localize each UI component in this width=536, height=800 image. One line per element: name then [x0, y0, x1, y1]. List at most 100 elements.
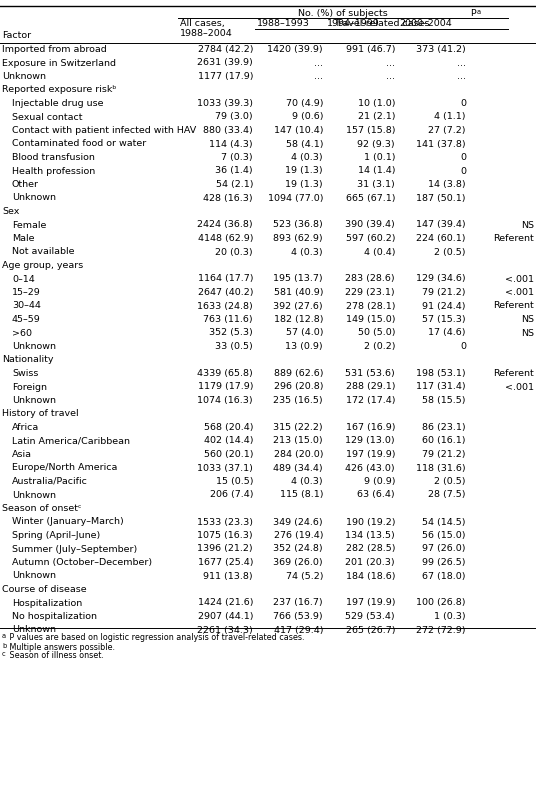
Text: 54 (14.5): 54 (14.5) [422, 518, 466, 526]
Text: 70 (4.9): 70 (4.9) [286, 99, 323, 108]
Text: 4 (1.1): 4 (1.1) [435, 113, 466, 122]
Text: <.001: <.001 [505, 288, 534, 297]
Text: 4 (0.3): 4 (0.3) [292, 247, 323, 257]
Text: Age group, years: Age group, years [2, 261, 83, 270]
Text: ...: ... [457, 72, 466, 81]
Text: 1424 (21.6): 1424 (21.6) [197, 598, 253, 607]
Text: 880 (33.4): 880 (33.4) [203, 126, 253, 135]
Text: a: a [477, 9, 481, 15]
Text: 7 (0.3): 7 (0.3) [221, 153, 253, 162]
Text: 198 (53.1): 198 (53.1) [416, 369, 466, 378]
Text: 14 (3.8): 14 (3.8) [428, 180, 466, 189]
Text: 58 (15.5): 58 (15.5) [422, 396, 466, 405]
Text: 57 (4.0): 57 (4.0) [286, 329, 323, 338]
Text: Male: Male [12, 234, 34, 243]
Text: 0–14: 0–14 [12, 274, 35, 283]
Text: 0: 0 [460, 99, 466, 108]
Text: 4 (0.3): 4 (0.3) [292, 153, 323, 162]
Text: Unknown: Unknown [12, 571, 56, 581]
Text: 149 (15.0): 149 (15.0) [346, 315, 395, 324]
Text: 766 (53.9): 766 (53.9) [273, 612, 323, 621]
Text: 115 (8.1): 115 (8.1) [279, 490, 323, 499]
Text: Contaminated food or water: Contaminated food or water [12, 139, 146, 149]
Text: 1033 (37.1): 1033 (37.1) [197, 463, 253, 473]
Text: Unknown: Unknown [12, 396, 56, 405]
Text: Referent: Referent [493, 234, 534, 243]
Text: Autumn (October–December): Autumn (October–December) [12, 558, 152, 567]
Text: <.001: <.001 [505, 382, 534, 391]
Text: Sex: Sex [2, 207, 19, 216]
Text: No hospitalization: No hospitalization [12, 612, 97, 621]
Text: 523 (36.8): 523 (36.8) [273, 221, 323, 230]
Text: 4 (0.4): 4 (0.4) [363, 247, 395, 257]
Text: 282 (28.5): 282 (28.5) [346, 545, 395, 554]
Text: <.001: <.001 [505, 274, 534, 283]
Text: 134 (13.5): 134 (13.5) [345, 531, 395, 540]
Text: 349 (24.6): 349 (24.6) [273, 518, 323, 526]
Text: 67 (18.0): 67 (18.0) [422, 571, 466, 581]
Text: 201 (20.3): 201 (20.3) [345, 558, 395, 567]
Text: 597 (60.2): 597 (60.2) [346, 234, 395, 243]
Text: 1179 (17.9): 1179 (17.9) [197, 382, 253, 391]
Text: NS: NS [521, 329, 534, 338]
Text: 283 (28.6): 283 (28.6) [345, 274, 395, 283]
Text: 1164 (17.7): 1164 (17.7) [197, 274, 253, 283]
Text: Latin America/Caribbean: Latin America/Caribbean [12, 437, 130, 446]
Text: 1988–1993: 1988–1993 [257, 19, 310, 28]
Text: ...: ... [314, 58, 323, 67]
Text: 63 (6.4): 63 (6.4) [358, 490, 395, 499]
Text: 893 (62.9): 893 (62.9) [273, 234, 323, 243]
Text: 296 (20.8): 296 (20.8) [273, 382, 323, 391]
Text: Africa: Africa [12, 423, 39, 432]
Text: Not available: Not available [12, 247, 75, 257]
Text: Unknown: Unknown [12, 342, 56, 351]
Text: 1 (0.1): 1 (0.1) [363, 153, 395, 162]
Text: ...: ... [386, 58, 395, 67]
Text: 17 (4.6): 17 (4.6) [428, 329, 466, 338]
Text: 60 (16.1): 60 (16.1) [422, 437, 466, 446]
Text: 529 (53.4): 529 (53.4) [345, 612, 395, 621]
Text: 390 (39.4): 390 (39.4) [345, 221, 395, 230]
Text: 187 (50.1): 187 (50.1) [416, 194, 466, 202]
Text: 568 (20.4): 568 (20.4) [204, 423, 253, 432]
Text: Exposure in Switzerland: Exposure in Switzerland [2, 58, 116, 67]
Text: 56 (15.0): 56 (15.0) [422, 531, 466, 540]
Text: 417 (29.4): 417 (29.4) [273, 626, 323, 634]
Text: Sexual contact: Sexual contact [12, 113, 83, 122]
Text: 21 (2.1): 21 (2.1) [358, 113, 395, 122]
Text: 1994–1999: 1994–1999 [327, 19, 379, 28]
Text: P values are based on logistic regression analysis of travel-related cases.: P values are based on logistic regressio… [7, 634, 304, 642]
Text: No. (%) of subjects: No. (%) of subjects [298, 9, 388, 18]
Text: 0: 0 [460, 153, 466, 162]
Text: 197 (19.9): 197 (19.9) [346, 450, 395, 459]
Text: NS: NS [521, 221, 534, 230]
Text: 33 (0.5): 33 (0.5) [215, 342, 253, 351]
Text: 763 (11.6): 763 (11.6) [203, 315, 253, 324]
Text: Season of onsetᶜ: Season of onsetᶜ [2, 504, 81, 513]
Text: Unknown: Unknown [12, 194, 56, 202]
Text: b: b [2, 642, 6, 649]
Text: 213 (15.0): 213 (15.0) [273, 437, 323, 446]
Text: 15 (0.5): 15 (0.5) [215, 477, 253, 486]
Text: 581 (40.9): 581 (40.9) [273, 288, 323, 297]
Text: 278 (28.1): 278 (28.1) [346, 302, 395, 310]
Text: 157 (15.8): 157 (15.8) [346, 126, 395, 135]
Text: 373 (41.2): 373 (41.2) [416, 45, 466, 54]
Text: ...: ... [386, 72, 395, 81]
Text: 184 (18.6): 184 (18.6) [346, 571, 395, 581]
Text: 74 (5.2): 74 (5.2) [286, 571, 323, 581]
Text: 4148 (62.9): 4148 (62.9) [197, 234, 253, 243]
Text: 100 (26.8): 100 (26.8) [416, 598, 466, 607]
Text: 276 (19.4): 276 (19.4) [273, 531, 323, 540]
Text: Winter (January–March): Winter (January–March) [12, 518, 124, 526]
Text: 182 (12.8): 182 (12.8) [273, 315, 323, 324]
Text: 2 (0.5): 2 (0.5) [435, 477, 466, 486]
Text: 560 (20.1): 560 (20.1) [204, 450, 253, 459]
Text: 206 (7.4): 206 (7.4) [210, 490, 253, 499]
Text: 1420 (39.9): 1420 (39.9) [267, 45, 323, 54]
Text: 237 (16.7): 237 (16.7) [273, 598, 323, 607]
Text: Swiss: Swiss [12, 369, 39, 378]
Text: 58 (4.1): 58 (4.1) [286, 139, 323, 149]
Text: 272 (72.9): 272 (72.9) [416, 626, 466, 634]
Text: 147 (39.4): 147 (39.4) [416, 221, 466, 230]
